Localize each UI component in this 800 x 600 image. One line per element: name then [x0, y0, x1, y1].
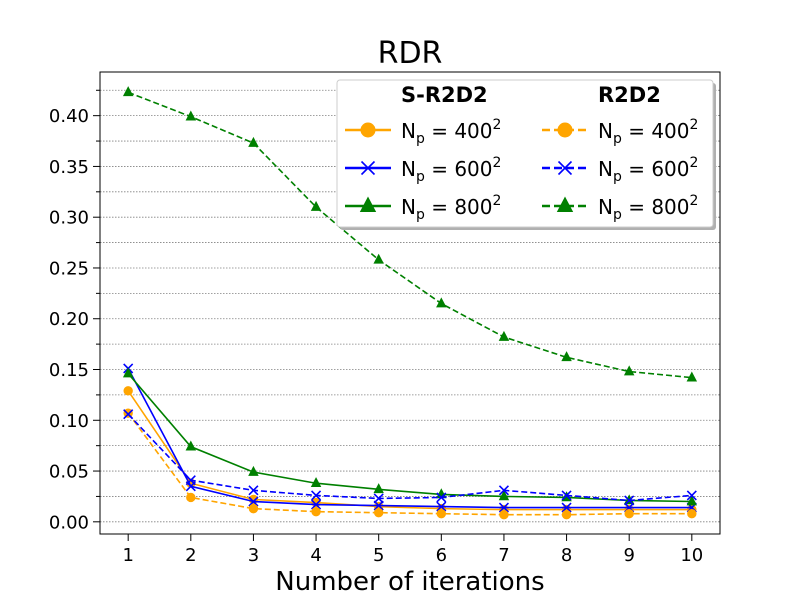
data-point [248, 503, 259, 514]
data-point [373, 483, 384, 494]
data-point [624, 508, 634, 519]
data-point [373, 493, 384, 504]
legend-marker [557, 122, 573, 138]
data-point [311, 506, 321, 517]
data-point [373, 507, 384, 518]
y-tick-label: 0.15 [49, 360, 89, 381]
legend-label-s-r2d2-600: Np = 6002 [401, 155, 501, 185]
legend-label-s-r2d2-400: Np = 4002 [401, 117, 501, 147]
legend-label-s-r2d2-800: Np = 8002 [401, 193, 501, 223]
y-tick-label: 0.10 [49, 411, 89, 432]
x-tick-label: 1 [122, 545, 133, 566]
data-point [122, 367, 134, 378]
data-point [499, 510, 509, 520]
data-point [561, 502, 572, 513]
data-point [624, 495, 635, 506]
data-point [123, 409, 134, 420]
x-tick-label: 8 [561, 545, 572, 566]
data-point [561, 510, 572, 520]
data-point [123, 386, 133, 396]
data-point [498, 330, 510, 341]
axes: 0.00 0.05 0.10 0.15 0.20 0.25 0.30 0.35 0.40 1 2 3 4… [49, 71, 721, 566]
data-point [185, 475, 196, 486]
data-point [310, 499, 322, 510]
y-tick-label: 0.20 [49, 309, 89, 330]
data-point [687, 508, 697, 519]
y-tick-label: 0.00 [49, 512, 89, 533]
series-s-r2d2-600 [123, 363, 697, 513]
x-tick-label: 10 [680, 545, 703, 566]
x-tick-label: 3 [248, 545, 259, 566]
legend-marker [557, 160, 573, 176]
x-tick-label: 9 [623, 545, 634, 566]
series-r2d2-400 [123, 408, 697, 520]
data-point [248, 485, 259, 496]
data-point [561, 351, 572, 362]
data-point [623, 365, 635, 376]
data-point [686, 371, 698, 382]
data-point [186, 492, 196, 503]
data-point [373, 253, 384, 264]
data-point [185, 110, 197, 121]
data-point [122, 86, 134, 97]
data-point [310, 477, 322, 488]
legend-label-r2d2-600: Np = 6002 [598, 155, 698, 185]
x-tick-label: 6 [436, 545, 447, 566]
data-point [436, 492, 447, 503]
series-line [127, 390, 692, 511]
data-series [122, 86, 698, 520]
data-point [686, 495, 698, 506]
y-tick-label: 0.35 [49, 157, 89, 178]
series-line [127, 91, 692, 379]
data-point [248, 136, 259, 147]
x-tick-label: 5 [373, 545, 384, 566]
data-point [310, 490, 322, 501]
series-line [127, 373, 692, 503]
chart-title: RDR [378, 36, 443, 71]
y-tick-label: 0.25 [49, 258, 89, 279]
series-line [127, 368, 692, 509]
x-axis-label: Number of iterations [275, 567, 544, 597]
data-point [185, 440, 197, 451]
series-s-r2d2-400 [123, 386, 697, 515]
y-tick-label: 0.05 [49, 462, 89, 483]
data-point [248, 496, 259, 507]
data-point [686, 490, 697, 501]
series-r2d2-600 [123, 409, 697, 506]
data-point [436, 508, 447, 519]
series-r2d2-800 [122, 86, 698, 382]
series-line [127, 413, 692, 502]
legend-label-r2d2-400: Np = 4002 [598, 117, 698, 147]
data-point [248, 465, 259, 476]
legend-box [336, 79, 714, 228]
legend-group-title: R2D2 [598, 83, 661, 107]
x-tick-label: 7 [498, 545, 509, 566]
legend-marker [359, 196, 377, 213]
data-point [498, 485, 510, 496]
plot-frame [99, 71, 721, 535]
legend-label-r2d2-800: Np = 8002 [598, 193, 698, 223]
y-tick-label: 0.30 [49, 208, 89, 229]
data-point [498, 490, 510, 501]
series-s-r2d2-800 [122, 367, 698, 506]
legend-marker [556, 196, 574, 213]
x-tick-label: 4 [310, 545, 321, 566]
legend: S-R2D2 Np = 4002 Np = 6002 Np = 8002 R2D2 Np … [336, 79, 716, 230]
legend-group-title: S-R2D2 [401, 83, 488, 107]
legend-marker [360, 160, 376, 176]
data-point [498, 502, 510, 513]
x-tick-label: 2 [185, 545, 196, 566]
series-line [127, 412, 692, 516]
y-tick-label: 0.40 [49, 106, 89, 127]
data-point [561, 490, 572, 501]
data-point [310, 200, 322, 211]
data-point [436, 297, 447, 308]
data-point [436, 501, 447, 512]
legend-marker [360, 122, 376, 138]
